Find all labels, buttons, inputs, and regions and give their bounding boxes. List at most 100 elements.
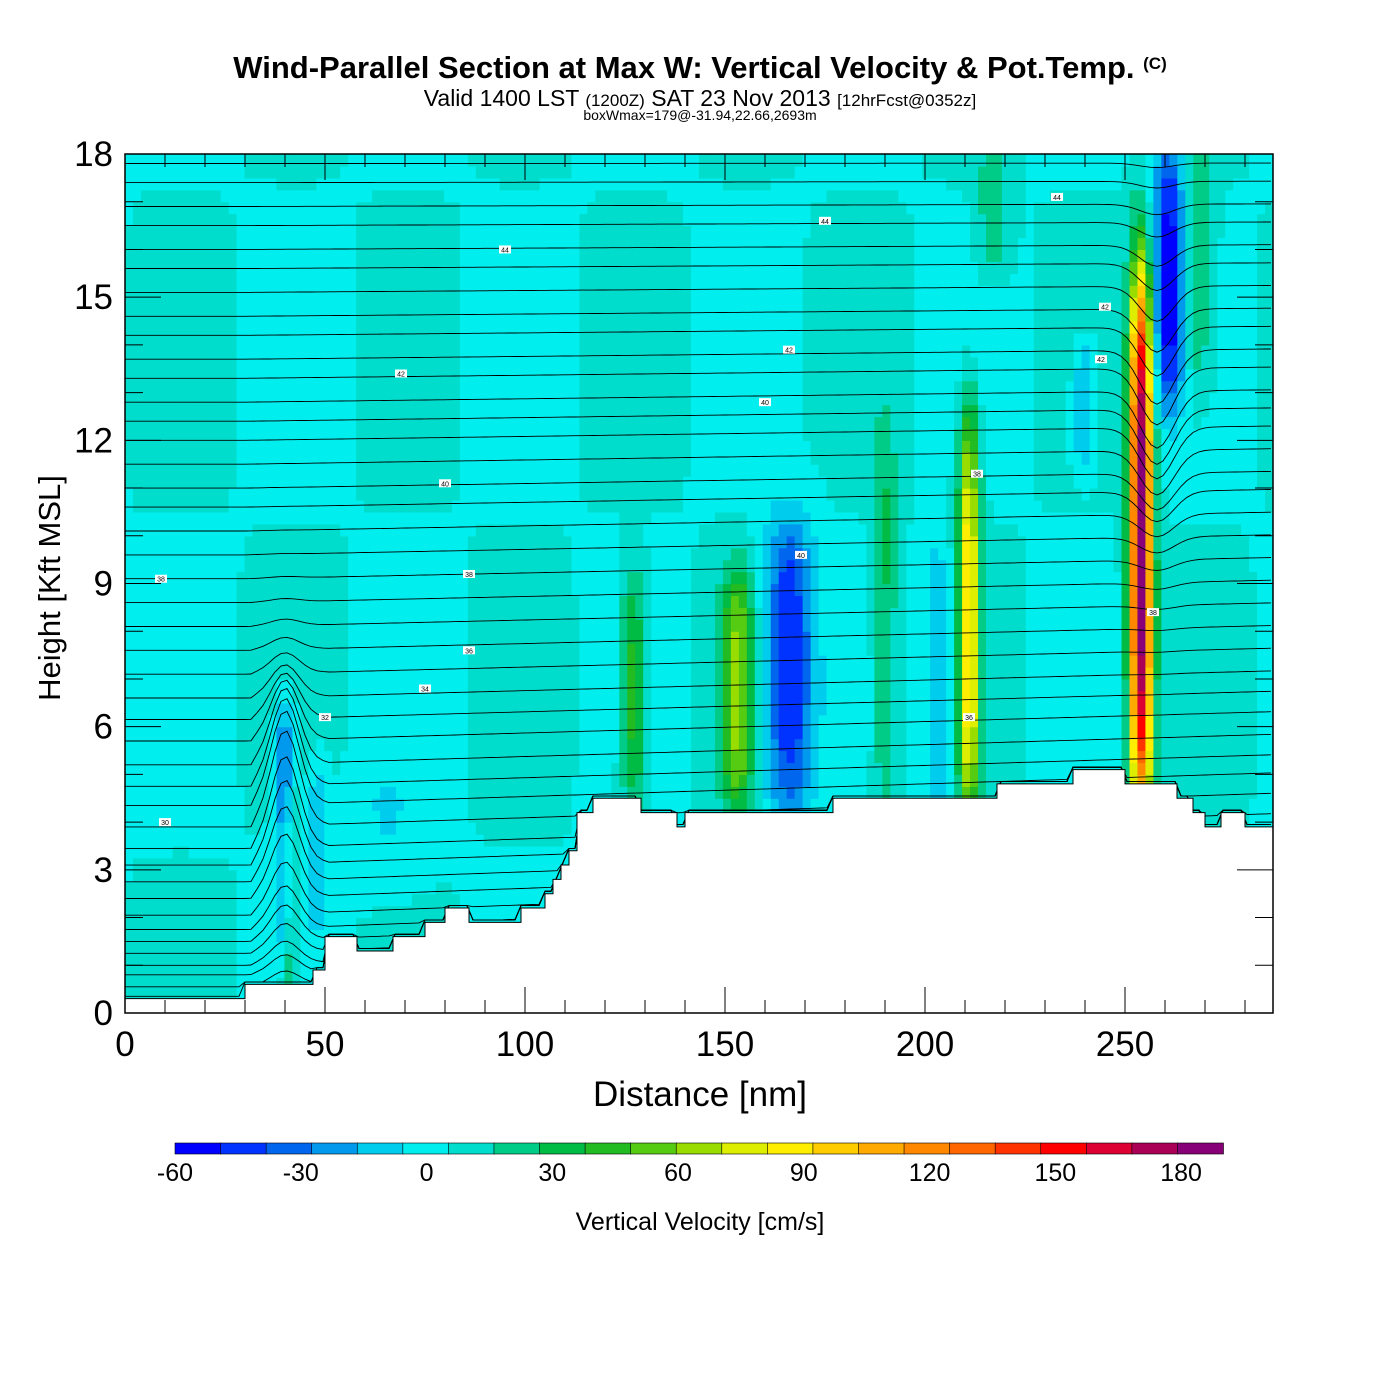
velocity-cell xyxy=(475,511,485,525)
velocity-cell xyxy=(372,643,381,656)
velocity-cell xyxy=(372,225,381,239)
velocity-cell xyxy=(324,189,333,203)
velocity-cell xyxy=(268,476,278,489)
velocity-cell xyxy=(340,559,349,573)
velocity-cell xyxy=(284,392,294,406)
velocity-cell xyxy=(148,237,158,251)
velocity-cell xyxy=(555,511,565,525)
velocity-cell xyxy=(180,965,190,978)
velocity-cell xyxy=(404,213,413,227)
velocity-cell xyxy=(252,452,262,465)
velocity-cell xyxy=(467,309,477,322)
velocity-cell xyxy=(356,273,365,286)
velocity-cell xyxy=(443,714,453,728)
velocity-cell xyxy=(164,332,174,346)
velocity-cell xyxy=(611,678,620,692)
velocity-cell xyxy=(388,571,397,585)
velocity-cell xyxy=(467,547,477,561)
velocity-cell xyxy=(515,332,525,346)
velocity-cell xyxy=(132,261,142,274)
velocity-cell xyxy=(364,440,373,453)
velocity-cell xyxy=(539,189,549,203)
velocity-cell xyxy=(204,977,214,990)
velocity-cell xyxy=(125,678,134,692)
velocity-cell xyxy=(451,822,461,835)
velocity-cell xyxy=(635,619,644,632)
velocity-cell xyxy=(164,881,174,895)
velocity-cell xyxy=(308,488,317,501)
velocity-cell xyxy=(643,738,652,752)
velocity-cell xyxy=(364,547,373,561)
velocity-cell xyxy=(372,237,381,251)
velocity-cell xyxy=(483,857,493,871)
velocity-cell xyxy=(380,321,389,334)
velocity-cell xyxy=(579,154,588,167)
velocity-cell xyxy=(555,249,565,262)
velocity-cell xyxy=(188,714,198,728)
velocity-cell xyxy=(220,309,230,322)
velocity-cell xyxy=(372,810,381,823)
velocity-cell xyxy=(228,297,238,310)
velocity-cell xyxy=(220,607,230,620)
velocity-cell xyxy=(491,607,501,620)
velocity-cell xyxy=(292,297,301,310)
velocity-cell xyxy=(396,297,405,310)
velocity-cell xyxy=(372,297,381,310)
velocity-cell xyxy=(475,452,485,465)
velocity-cell xyxy=(467,893,477,907)
velocity-cell xyxy=(563,225,573,239)
velocity-cell xyxy=(132,965,142,978)
velocity-cell xyxy=(539,273,549,286)
velocity-cell xyxy=(412,273,421,286)
velocity-cell xyxy=(619,655,628,668)
velocity-cell xyxy=(148,285,158,298)
velocity-cell xyxy=(603,285,612,298)
velocity-cell xyxy=(292,356,301,370)
velocity-cell xyxy=(316,297,325,310)
velocity-cell xyxy=(172,309,182,322)
velocity-cell xyxy=(483,344,493,358)
velocity-cell xyxy=(523,213,533,227)
velocity-cell xyxy=(236,881,246,895)
velocity-cell xyxy=(125,213,134,227)
velocity-cell xyxy=(611,321,620,334)
velocity-cell xyxy=(332,213,341,227)
velocity-cell xyxy=(555,655,565,668)
velocity-cell xyxy=(547,476,557,489)
velocity-cell xyxy=(196,297,206,310)
velocity-cell xyxy=(276,201,286,215)
velocity-cell xyxy=(515,535,525,549)
velocity-cell xyxy=(531,822,541,835)
velocity-cell xyxy=(228,810,238,823)
velocity-cell xyxy=(292,607,301,620)
velocity-cell xyxy=(132,440,142,453)
velocity-cell xyxy=(523,285,533,298)
velocity-cell xyxy=(324,786,333,799)
velocity-cell xyxy=(324,499,333,513)
velocity-cell xyxy=(356,344,365,358)
velocity-cell xyxy=(324,881,333,895)
velocity-cell xyxy=(603,273,612,286)
velocity-cell xyxy=(172,535,182,549)
velocity-cell xyxy=(180,822,190,835)
velocity-cell xyxy=(587,273,596,286)
velocity-cell xyxy=(260,905,270,919)
velocity-cell xyxy=(611,511,620,525)
velocity-cell xyxy=(427,249,437,262)
velocity-cell xyxy=(372,726,381,740)
velocity-cell xyxy=(635,511,644,525)
velocity-cell xyxy=(300,559,309,573)
velocity-cell xyxy=(364,607,373,620)
velocity-cell xyxy=(356,201,365,215)
velocity-cell xyxy=(396,655,405,668)
velocity-cell xyxy=(212,499,222,513)
velocity-cell xyxy=(531,798,541,811)
velocity-cell xyxy=(332,857,341,871)
velocity-cell xyxy=(459,404,469,418)
velocity-cell xyxy=(252,464,262,477)
velocity-cell xyxy=(412,380,421,394)
velocity-cell xyxy=(547,655,557,668)
velocity-cell xyxy=(435,619,445,632)
velocity-cell xyxy=(236,655,246,668)
velocity-cell xyxy=(507,822,517,835)
